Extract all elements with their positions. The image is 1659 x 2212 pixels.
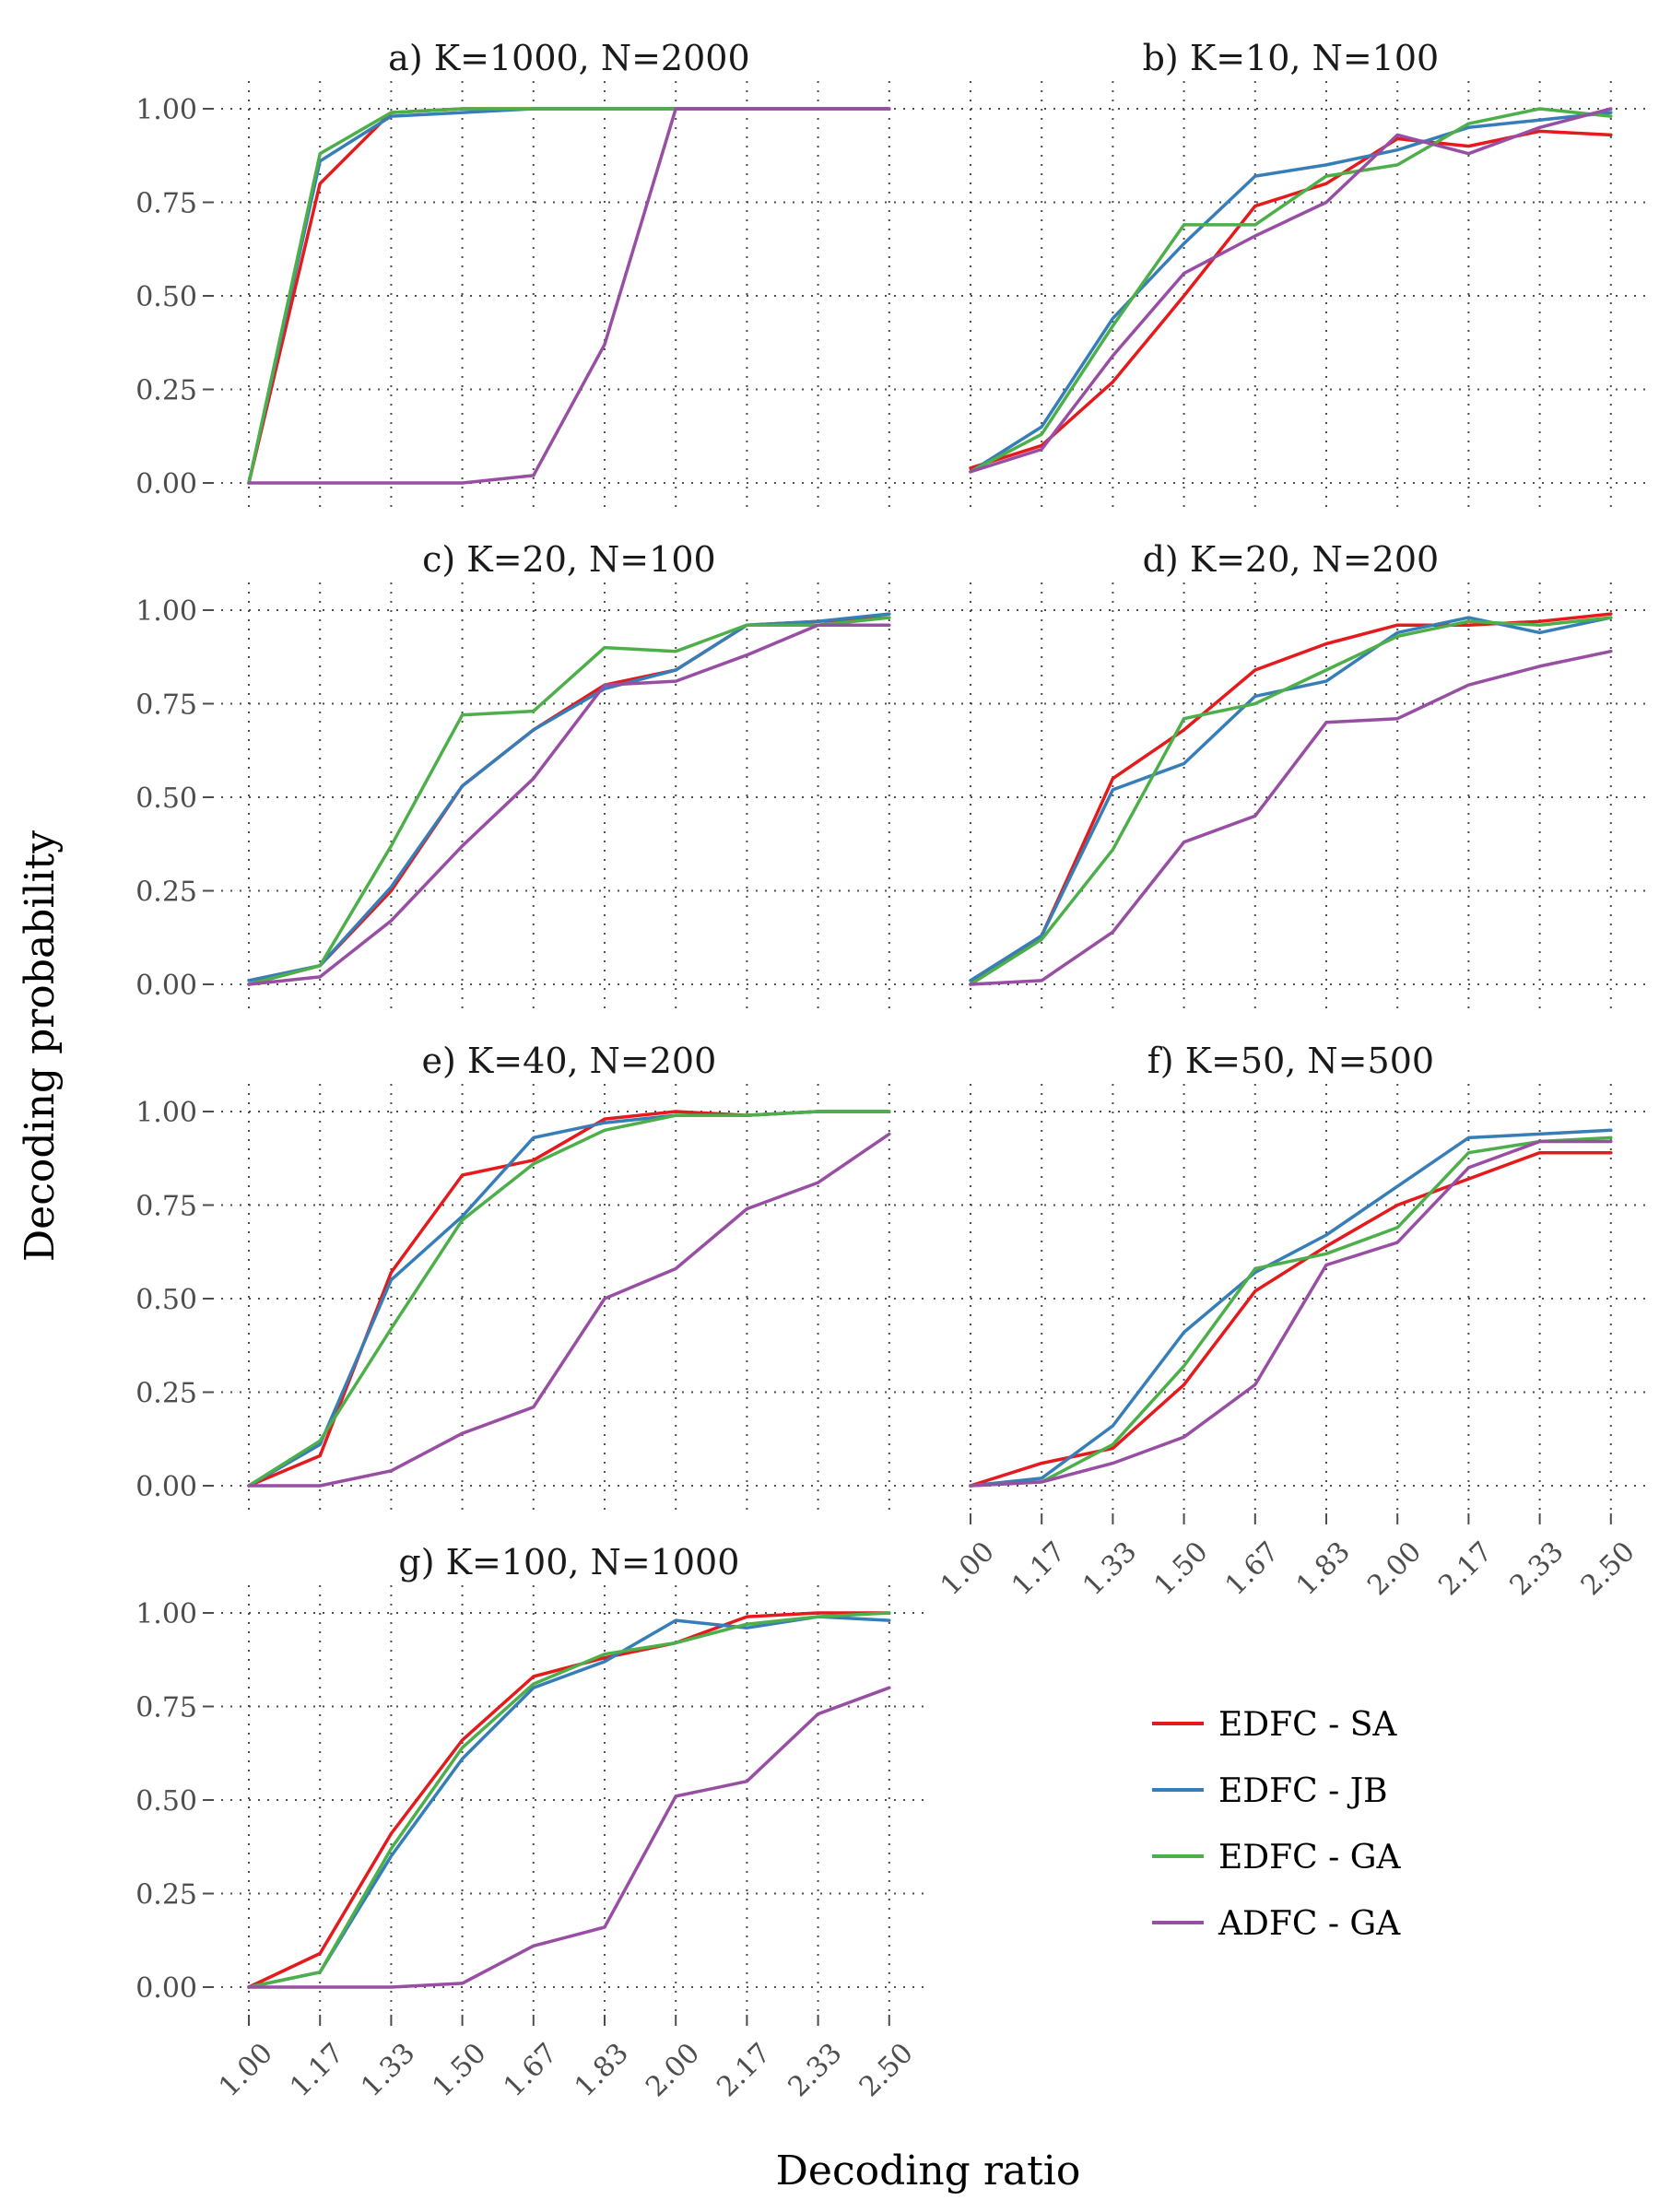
- legend-item: EDFC - GA: [1152, 1839, 1401, 1877]
- series-line-adfc-ga: [247, 1686, 891, 1989]
- series-line-edfc-sa: [969, 1150, 1613, 1488]
- y-tick-label: 0.50: [135, 281, 197, 313]
- x-axis-title: Decoding ratio: [776, 2147, 1081, 2194]
- x-tick-label: 1.00: [935, 1535, 1001, 1602]
- gridlines: [934, 582, 1648, 1012]
- series-line-edfc-sa: [969, 129, 1613, 470]
- panel-title: g) K=100, N=1000: [398, 1542, 739, 1583]
- series-line-adfc-ga: [247, 623, 891, 986]
- y-tick-label: 0.00: [135, 468, 197, 500]
- panel-b: b) K=10, N=100: [934, 38, 1648, 511]
- series-line-adfc-ga: [969, 1139, 1613, 1488]
- legend-label: EDFC - JB: [1218, 1772, 1388, 1810]
- series-line-edfc-ga: [969, 107, 1613, 474]
- panel-title: b) K=10, N=100: [1143, 38, 1440, 78]
- x-tick-label: 1.33: [355, 2037, 421, 2103]
- panel-d: d) K=20, N=200: [934, 539, 1648, 1012]
- panel-e: e) K=40, N=200 0.00 0.25 0.50 0.75 1.00: [135, 1041, 926, 1513]
- x-tick-label: 1.83: [1290, 1535, 1357, 1602]
- series-line-adfc-ga: [969, 649, 1613, 986]
- series-line-adfc-ga: [969, 107, 1613, 474]
- y-tick-label: 0.75: [135, 1692, 197, 1724]
- legend-item: ADFC - GA: [1152, 1905, 1401, 1943]
- panels-group: a) K=1000, N=2000 0.00 0.25 0.50 0.75 1.00 b) …: [135, 38, 1648, 2103]
- panel-a: a) K=1000, N=2000 0.00 0.25 0.50 0.75 1.00: [135, 38, 926, 511]
- x-tick-label: 1.50: [1148, 1535, 1215, 1602]
- series-line-edfc-jb: [247, 1615, 891, 1989]
- legend-label: EDFC - SA: [1218, 1706, 1397, 1744]
- panel-title: f) K=50, N=500: [1147, 1041, 1434, 1081]
- x-tick-label: 1.33: [1077, 1535, 1143, 1602]
- panel-c: c) K=20, N=100 0.00 0.25 0.50 0.75 1.00: [135, 539, 926, 1012]
- panel-g: g) K=100, N=1000 0.00 0.25 0.50 0.75 1.00 1.00…: [135, 1542, 926, 2103]
- y-tick-label: 0.25: [135, 375, 197, 407]
- y-tick-label: 0.25: [135, 877, 197, 909]
- y-tick-label: 0.75: [135, 188, 197, 220]
- x-tick-label: 1.83: [569, 2037, 635, 2103]
- panel-title: a) K=1000, N=2000: [388, 38, 749, 78]
- y-tick-label: 0.75: [135, 689, 197, 722]
- series-line-adfc-ga: [247, 1132, 891, 1488]
- series-line-edfc-jb: [969, 111, 1613, 474]
- series-line-edfc-ga: [247, 1611, 891, 1989]
- y-tick-label: 1.00: [135, 595, 197, 628]
- x-tick-label: 1.00: [213, 2037, 279, 2103]
- x-tick-label: 1.50: [427, 2037, 493, 2103]
- panel-title: c) K=20, N=100: [422, 539, 716, 580]
- series-line-edfc-jb: [969, 616, 1613, 982]
- series-line-edfc-sa: [247, 616, 891, 986]
- legend-label: EDFC - GA: [1218, 1839, 1401, 1877]
- y-tick-label: 0.00: [135, 970, 197, 1002]
- legend-item: EDFC - SA: [1152, 1706, 1397, 1744]
- series-line-edfc-sa: [969, 612, 1613, 986]
- series-line-edfc-ga: [969, 616, 1613, 986]
- y-tick-label: 1.00: [135, 94, 197, 126]
- x-tick-label: 2.00: [640, 2037, 706, 2103]
- y-tick-label: 0.00: [135, 1471, 197, 1503]
- gridlines: [212, 81, 926, 511]
- x-tick-label: 1.67: [498, 2037, 564, 2103]
- series-line-edfc-ga: [247, 1110, 891, 1488]
- y-tick-label: 0.75: [135, 1191, 197, 1223]
- series-line-adfc-ga: [247, 107, 891, 485]
- y-tick-label: 0.25: [135, 1879, 197, 1912]
- series-line-edfc-jb: [969, 1128, 1613, 1488]
- gridlines: [212, 1585, 926, 2015]
- series-line-edfc-jb: [247, 612, 891, 982]
- x-tick-label: 2.17: [1432, 1535, 1499, 1602]
- legend: EDFC - SA EDFC - JB EDFC - GA ADFC - GA: [1152, 1706, 1401, 1943]
- x-tick-label: 2.00: [1361, 1535, 1428, 1602]
- y-tick-label: 0.50: [135, 1785, 197, 1818]
- series-line-edfc-sa: [247, 1611, 891, 1989]
- x-tick-label: 2.50: [853, 2037, 920, 2103]
- panel-title: d) K=20, N=200: [1143, 539, 1440, 580]
- gridlines: [212, 582, 926, 1012]
- x-tick-label: 2.33: [1504, 1535, 1571, 1602]
- y-tick-label: 1.00: [135, 1598, 197, 1630]
- x-tick-label: 1.17: [284, 2037, 350, 2103]
- panel-title: e) K=40, N=200: [422, 1041, 717, 1081]
- legend-item: EDFC - JB: [1152, 1772, 1388, 1810]
- legend-label: ADFC - GA: [1218, 1905, 1401, 1943]
- x-tick-label: 1.17: [1006, 1535, 1072, 1602]
- x-tick-label: 1.67: [1219, 1535, 1286, 1602]
- y-tick-label: 0.00: [135, 1972, 197, 2005]
- series-line-edfc-ga: [969, 1135, 1613, 1488]
- x-tick-label: 2.50: [1575, 1535, 1641, 1602]
- series-line-edfc-ga: [247, 616, 891, 986]
- y-tick-label: 0.25: [135, 1378, 197, 1410]
- y-tick-label: 0.50: [135, 1284, 197, 1316]
- x-tick-label: 2.33: [782, 2037, 849, 2103]
- x-tick-label: 2.17: [711, 2037, 777, 2103]
- y-axis-title: Decoding probability: [17, 830, 64, 1262]
- gridlines: [934, 1084, 1648, 1513]
- y-tick-label: 0.50: [135, 782, 197, 815]
- y-tick-label: 1.00: [135, 1097, 197, 1129]
